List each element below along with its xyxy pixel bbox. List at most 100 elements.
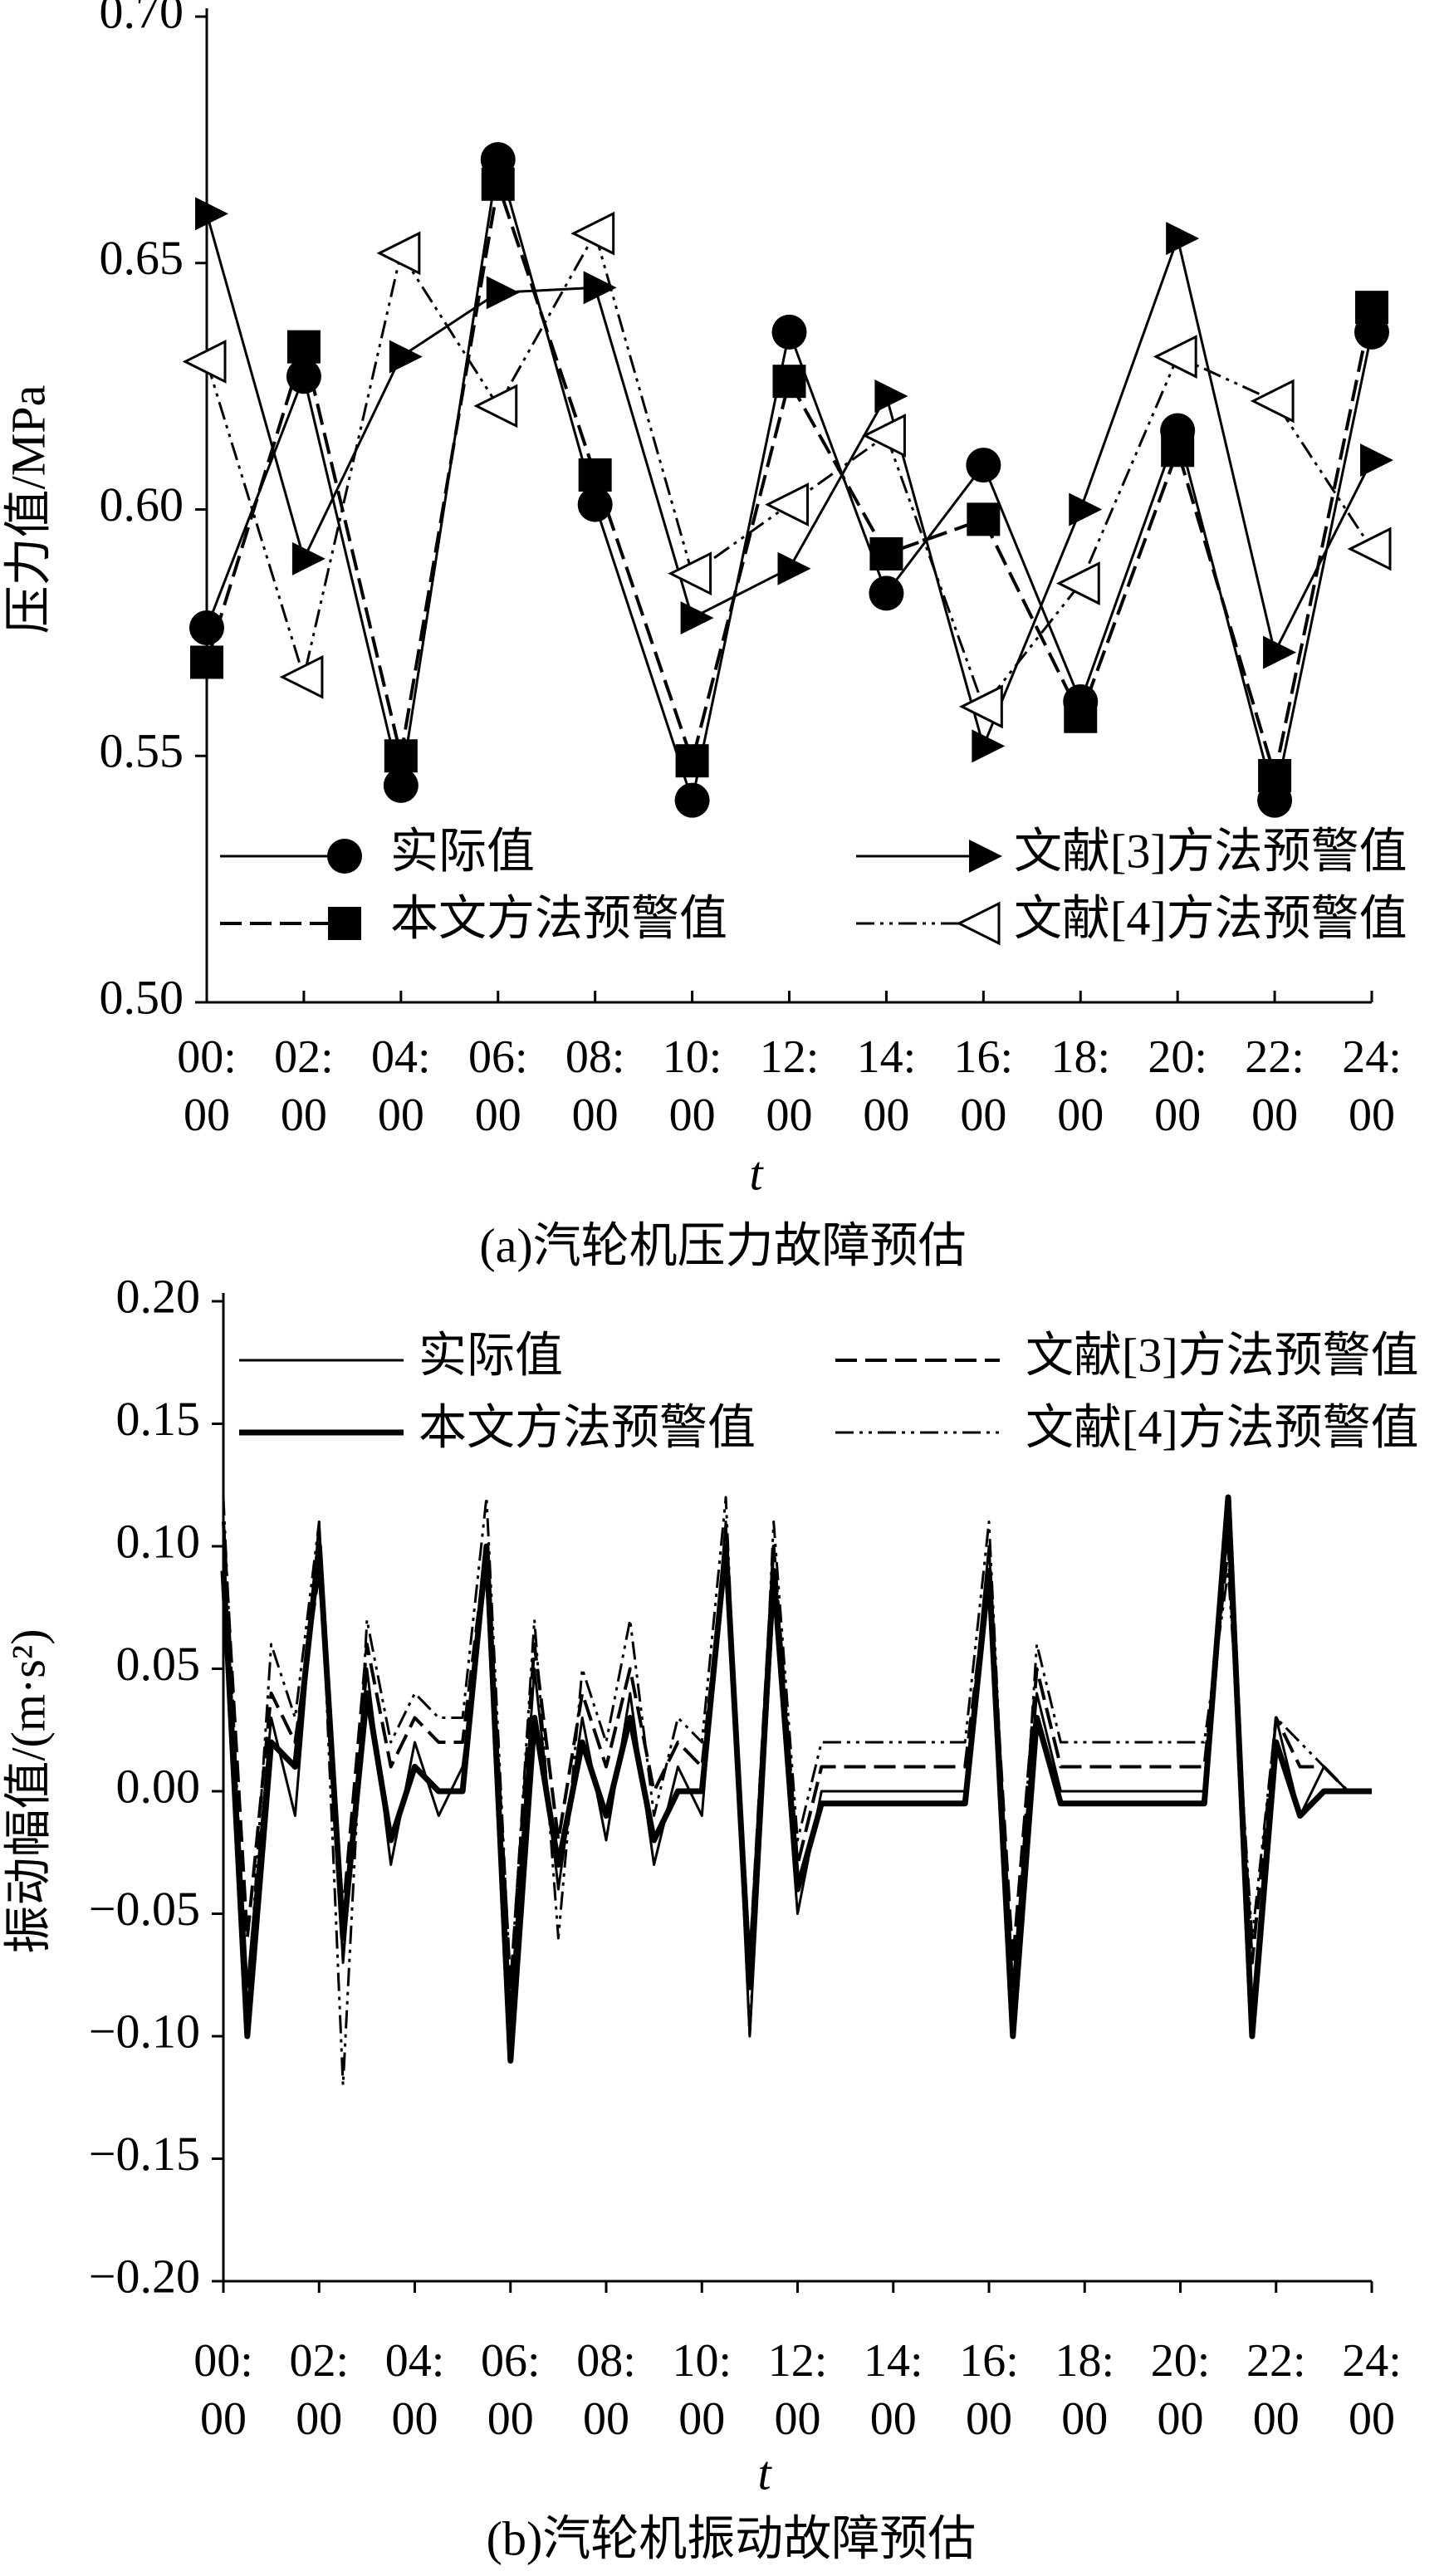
- legend-marker: [328, 907, 361, 940]
- y-axis-label: 压力值/MPa: [1, 385, 55, 634]
- y-tick-label: 0.70: [100, 0, 184, 38]
- x-tick-label: 16: 00: [959, 2335, 1019, 2445]
- marker: [1055, 561, 1100, 605]
- legend-label: 文献[3]方法预警值: [1026, 1328, 1419, 1382]
- x-tick-label: 00: 00: [193, 2335, 253, 2445]
- marker: [577, 487, 613, 522]
- marker: [578, 458, 612, 492]
- x-tick-label: 04: 00: [384, 2335, 445, 2445]
- marker: [1161, 433, 1195, 468]
- y-axis-label: 振动幅值/(m·s²): [1, 1628, 55, 1953]
- marker: [286, 330, 321, 364]
- marker: [1347, 526, 1392, 571]
- y-tick-label: 0.50: [100, 970, 184, 1024]
- marker: [1153, 335, 1197, 379]
- y-tick-label: 0.15: [116, 1392, 201, 1446]
- x-tick-label: 22: 00: [1245, 1031, 1305, 1141]
- x-tick-label: 12: 00: [759, 1031, 820, 1141]
- y-tick-label: −0.10: [89, 2004, 200, 2058]
- x-tick-label: 20: 00: [1148, 1031, 1207, 1141]
- marker: [966, 448, 1001, 483]
- legend-label: 本文方法预警值: [419, 1400, 756, 1454]
- x-tick-label: 20: 00: [1150, 2335, 1211, 2445]
- marker: [1360, 443, 1393, 477]
- x-tick-label: 18: 00: [1055, 2335, 1115, 2445]
- marker: [291, 541, 326, 575]
- legend-label: 实际值: [390, 824, 535, 878]
- marker: [481, 167, 515, 201]
- marker: [668, 551, 712, 596]
- marker: [389, 340, 423, 374]
- marker: [765, 482, 809, 526]
- marker: [376, 231, 421, 276]
- y-tick-label: 0.65: [100, 231, 184, 285]
- marker: [182, 340, 227, 384]
- x-tick-label: 08: 00: [565, 1031, 625, 1141]
- series-line: [205, 182, 1373, 777]
- legend-marker: [969, 840, 1002, 873]
- x-tick-label: 08: 00: [576, 2335, 636, 2445]
- x-tick-label: 10: 00: [672, 2335, 732, 2445]
- x-tick-label: 14: 00: [856, 1031, 917, 1141]
- chart-title: (b)汽轮机振动故障预估: [487, 2511, 977, 2565]
- x-tick-label: 06: 00: [467, 1031, 528, 1141]
- legend-marker: [327, 839, 362, 874]
- marker: [967, 502, 1001, 536]
- y-tick-label: −0.20: [89, 2249, 200, 2303]
- marker: [680, 601, 714, 635]
- marker: [583, 271, 617, 305]
- legend-label: 本文方法预警值: [390, 891, 727, 945]
- marker: [1258, 758, 1292, 792]
- x-tick-label: 00: 00: [177, 1031, 237, 1141]
- legend-label: 文献[3]方法预警值: [1014, 824, 1407, 878]
- marker: [674, 782, 710, 818]
- legend-label: 文献[4]方法预警值: [1014, 891, 1407, 945]
- marker: [473, 384, 518, 429]
- x-tick-label: 18: 00: [1050, 1031, 1111, 1141]
- marker: [869, 575, 904, 611]
- legend-label: 实际值: [419, 1328, 563, 1382]
- x-tick-label: 06: 00: [480, 2335, 541, 2445]
- x-axis-label: t: [749, 1146, 764, 1200]
- marker: [195, 197, 228, 231]
- marker: [771, 314, 807, 350]
- marker: [279, 654, 324, 699]
- marker: [874, 379, 908, 413]
- marker: [190, 645, 223, 679]
- series-line: [205, 232, 1373, 708]
- y-tick-label: 0.60: [100, 477, 184, 531]
- legend-label: 文献[4]方法预警值: [1026, 1400, 1419, 1454]
- marker: [958, 684, 1003, 729]
- marker: [869, 536, 903, 571]
- marker: [1263, 635, 1297, 669]
- marker: [972, 729, 1006, 763]
- y-tick-label: −0.05: [89, 1882, 200, 1936]
- y-tick-label: 0.20: [116, 1269, 201, 1323]
- marker: [189, 610, 224, 645]
- marker: [1064, 699, 1098, 733]
- marker: [772, 365, 806, 399]
- series-line: [222, 1496, 1372, 2087]
- marker: [570, 211, 615, 256]
- x-tick-label: 02: 00: [274, 1031, 334, 1141]
- marker: [675, 744, 709, 778]
- x-tick-label: 04: 00: [371, 1031, 431, 1141]
- x-tick-label: 24: 00: [1342, 1031, 1402, 1141]
- y-tick-label: 0.05: [116, 1637, 201, 1691]
- chart-title: (a)汽轮机压力故障预估: [479, 1218, 966, 1272]
- series-line: [222, 1521, 1372, 2038]
- x-tick-label: 24: 00: [1342, 2335, 1402, 2445]
- marker: [1166, 222, 1200, 256]
- y-tick-label: 0.55: [100, 724, 184, 778]
- marker: [1069, 492, 1103, 526]
- marker: [486, 276, 520, 310]
- legend-marker: [956, 901, 1001, 946]
- y-tick-label: −0.15: [89, 2127, 200, 2181]
- x-tick-label: 14: 00: [863, 2335, 923, 2445]
- marker: [777, 551, 811, 585]
- y-tick-label: 0.00: [116, 1759, 201, 1813]
- x-tick-label: 10: 00: [662, 1031, 722, 1141]
- y-tick-label: 0.10: [116, 1514, 201, 1568]
